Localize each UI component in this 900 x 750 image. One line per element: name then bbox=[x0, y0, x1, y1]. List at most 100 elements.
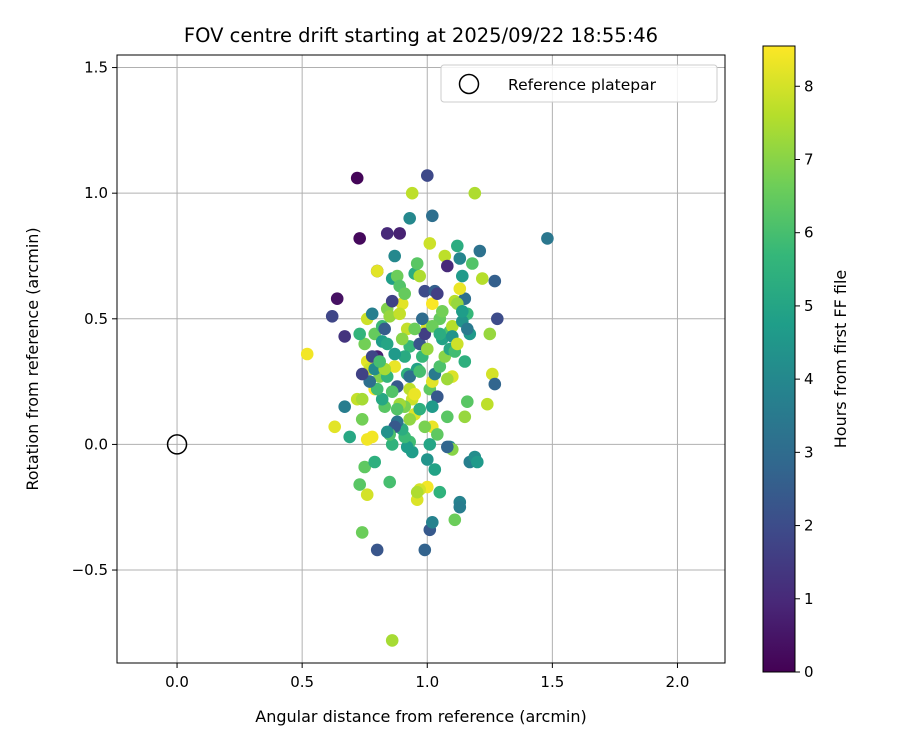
data-point bbox=[403, 413, 417, 426]
data-point bbox=[418, 543, 432, 557]
colorbar-tick-label: 3 bbox=[804, 443, 814, 461]
data-point bbox=[451, 337, 464, 351]
colorbar-tick-label: 8 bbox=[804, 77, 814, 95]
data-point bbox=[328, 420, 342, 434]
colorbar-tick-label: 2 bbox=[804, 517, 814, 535]
data-point bbox=[408, 322, 422, 336]
data-point bbox=[446, 320, 459, 333]
data-point bbox=[461, 395, 474, 409]
data-point bbox=[431, 390, 444, 404]
colorbar-label: Hours from first FF file bbox=[831, 270, 850, 449]
data-point bbox=[476, 272, 489, 285]
x-tick-label: 1.0 bbox=[415, 673, 439, 691]
chart-title: FOV centre drift starting at 2025/09/22 … bbox=[184, 24, 658, 47]
data-point bbox=[418, 420, 432, 434]
data-point bbox=[433, 360, 447, 373]
data-point bbox=[433, 485, 447, 499]
data-point bbox=[426, 400, 439, 414]
data-point bbox=[383, 475, 397, 489]
data-point bbox=[458, 355, 472, 368]
data-point bbox=[385, 634, 399, 647]
data-point bbox=[393, 307, 407, 321]
data-point bbox=[453, 282, 467, 296]
y-tick-label: −0.5 bbox=[72, 561, 108, 579]
data-point bbox=[433, 327, 447, 341]
legend-label: Reference platepar bbox=[508, 76, 657, 94]
data-point bbox=[368, 455, 382, 469]
data-point bbox=[410, 257, 424, 270]
data-point bbox=[423, 438, 437, 451]
colorbar-tick-label: 1 bbox=[804, 590, 814, 608]
data-point bbox=[375, 392, 389, 406]
data-point bbox=[355, 367, 369, 381]
data-point bbox=[441, 372, 454, 386]
colorbar-ticks: 0 1 2 3 4 5 6 7 8 bbox=[795, 77, 814, 681]
data-point bbox=[350, 171, 364, 185]
data-point bbox=[456, 269, 469, 283]
data-point bbox=[370, 543, 384, 557]
data-point bbox=[358, 460, 372, 474]
data-point bbox=[353, 478, 367, 491]
reference-platepar-marker bbox=[166, 434, 188, 455]
data-point bbox=[408, 387, 422, 401]
x-tick-label: 1.5 bbox=[540, 673, 564, 691]
data-point bbox=[343, 430, 357, 444]
data-point bbox=[486, 367, 499, 381]
data-point bbox=[395, 297, 409, 311]
data-point bbox=[453, 252, 467, 265]
colorbar-gradient bbox=[763, 46, 795, 672]
y-tick-label: 0.0 bbox=[84, 435, 108, 453]
data-point bbox=[388, 249, 402, 263]
data-point bbox=[390, 402, 404, 416]
y-tick-label: 1.0 bbox=[84, 184, 108, 202]
data-point bbox=[373, 355, 387, 368]
y-tick-label: 0.5 bbox=[84, 310, 108, 328]
colorbar-tick-label: 0 bbox=[804, 663, 814, 681]
legend-open-circle-icon bbox=[458, 73, 480, 95]
data-point bbox=[398, 287, 412, 301]
x-axis-ticks: 0.0 0.5 1.0 1.5 2.0 bbox=[165, 663, 689, 691]
colorbar-tick-label: 7 bbox=[804, 150, 814, 168]
data-point bbox=[338, 400, 352, 414]
data-point bbox=[441, 410, 454, 424]
data-point bbox=[355, 526, 369, 539]
reference-marker-group bbox=[166, 434, 188, 455]
y-tick-label: 1.5 bbox=[84, 59, 108, 77]
data-point bbox=[398, 350, 412, 363]
data-point bbox=[390, 269, 404, 283]
colorbar-frame bbox=[762, 45, 796, 673]
data-point bbox=[421, 169, 434, 182]
data-point bbox=[453, 500, 467, 514]
data-point bbox=[300, 347, 314, 361]
data-point bbox=[488, 377, 502, 391]
data-point bbox=[456, 305, 469, 318]
data-point bbox=[383, 310, 397, 323]
legend-box bbox=[440, 64, 718, 103]
data-point bbox=[385, 385, 399, 399]
data-point bbox=[410, 485, 424, 499]
data-point bbox=[423, 237, 437, 250]
data-point bbox=[441, 259, 454, 273]
data-point bbox=[370, 264, 384, 278]
data-point bbox=[491, 312, 504, 326]
data-point bbox=[451, 239, 464, 253]
data-point bbox=[365, 430, 379, 444]
data-point bbox=[421, 453, 434, 466]
colorbar-tick-label: 6 bbox=[804, 224, 814, 242]
data-point bbox=[353, 327, 367, 341]
data-point bbox=[416, 312, 429, 326]
data-point bbox=[393, 227, 407, 240]
colorbar-tick-label: 5 bbox=[804, 297, 814, 315]
legend: Reference platepar bbox=[440, 64, 718, 103]
data-point bbox=[338, 330, 352, 343]
data-point bbox=[441, 440, 454, 454]
data-point bbox=[395, 332, 409, 346]
data-point bbox=[421, 342, 434, 356]
data-point bbox=[461, 322, 474, 336]
data-point bbox=[426, 209, 439, 223]
data-point bbox=[428, 463, 442, 476]
data-point bbox=[380, 227, 394, 240]
data-point bbox=[431, 428, 444, 441]
data-point bbox=[325, 310, 339, 323]
